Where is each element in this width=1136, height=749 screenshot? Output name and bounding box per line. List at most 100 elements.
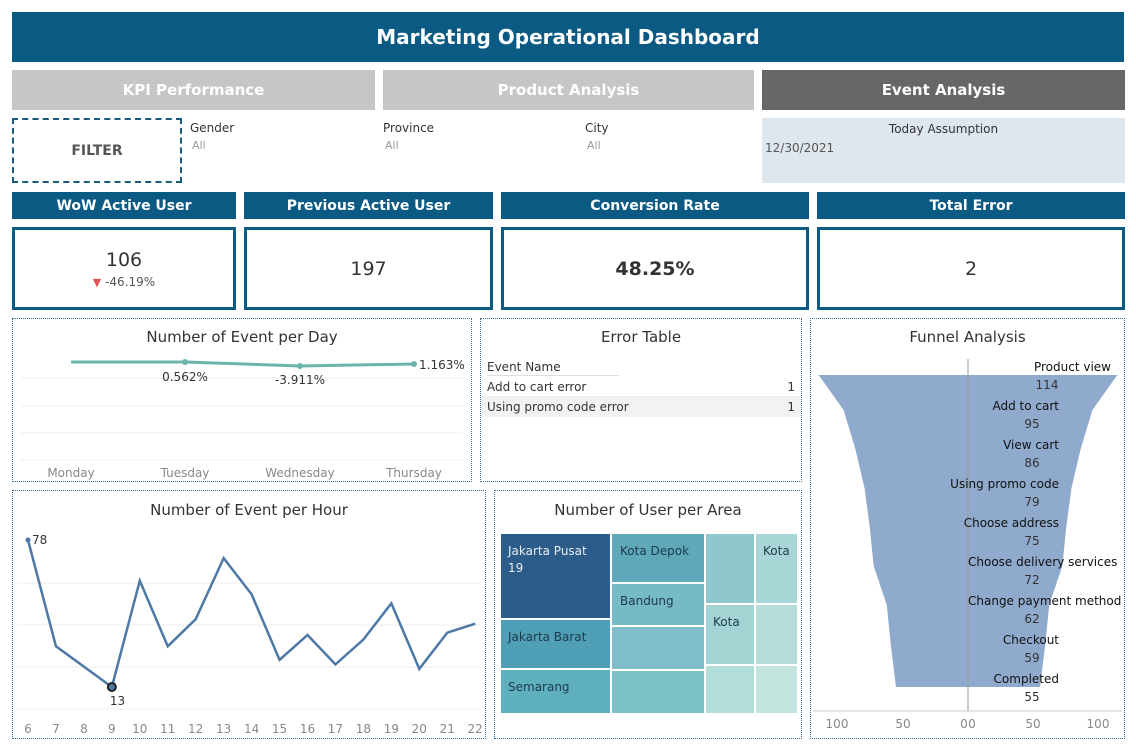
treemap-tile-semarang[interactable]: Semarang	[500, 669, 611, 714]
funnel-stage-label: View cart	[1003, 438, 1059, 452]
gender-filter-label: Gender	[190, 121, 235, 135]
error-table-title: Error Table	[600, 328, 682, 346]
event-per-day-chart: 0.562% -3.911% 1.163% Monday Tuesday Wed…	[21, 358, 465, 480]
x-tick-label: 20	[412, 722, 427, 736]
kpi-value-total-error: 2	[964, 257, 978, 280]
tab-product-analysis[interactable]: Product Analysis	[383, 70, 754, 110]
error-count: 1	[787, 379, 795, 394]
city-filter-value[interactable]: All	[587, 139, 601, 152]
funnel-stage-value: 62	[1024, 612, 1039, 626]
error-count: 1	[787, 400, 795, 414]
treemap-tile[interactable]	[755, 604, 798, 665]
kpi-card-previous-active-user: 197	[244, 227, 493, 310]
event-per-day-point[interactable]	[297, 363, 303, 369]
x-tick-label: 22	[468, 722, 483, 736]
max-point[interactable]	[25, 537, 31, 543]
min-point[interactable]	[106, 682, 117, 692]
kpi-value-previous-active-user: 197	[350, 257, 387, 280]
funnel-x-tick: 0	[960, 717, 968, 731]
kpi-title-total-error: Total Error	[817, 192, 1125, 219]
funnel-stage-value: 79	[1024, 495, 1039, 509]
funnel-stage-value: 95	[1024, 417, 1039, 431]
treemap-tile[interactable]	[705, 665, 755, 714]
x-tick-label: 18	[356, 722, 371, 736]
province-filter-label: Province	[383, 121, 435, 135]
x-tick-label: 13	[216, 722, 231, 736]
funnel-title: Funnel Analysis	[909, 328, 1026, 346]
treemap-tile-kota[interactable]: Kota	[705, 604, 755, 665]
funnel-x-tick: 0	[968, 717, 976, 731]
kpi-title-previous-active-user: Previous Active User	[244, 192, 493, 219]
funnel-stage-value: 59	[1024, 651, 1039, 665]
funnel-stage-label: Using promo code	[950, 477, 1059, 491]
treemap-tile-kota[interactable]: Kota	[755, 533, 798, 604]
error-table-panel: Error Table Event Name Add to cart error…	[480, 318, 802, 482]
event-per-hour-panel: Number of Event per Hour 78 13 6 7 8 9 10 11 1…	[12, 490, 486, 739]
event-per-day-point[interactable]	[182, 359, 188, 365]
today-assumption-panel[interactable]: Today Assumption 12/30/2021	[762, 118, 1125, 183]
tab-kpi-performance[interactable]: KPI Performance	[12, 70, 375, 110]
province-filter-value[interactable]: All	[385, 139, 399, 152]
kpi-title-conversion-rate: Conversion Rate	[501, 192, 809, 219]
kpi-card-total-error: 2	[817, 227, 1125, 310]
error-name: Add to cart error	[487, 379, 587, 394]
x-tick-label: 17	[328, 722, 343, 736]
x-tick-label: 19	[384, 722, 399, 736]
kpi-title-wow-active-user: WoW Active User	[12, 192, 236, 219]
treemap-tile[interactable]	[755, 665, 798, 714]
treemap: Jakarta Pusat 19 Kota Depok Kota Bandung…	[500, 533, 798, 714]
funnel-chart: Product view 114 Add to cart 95 View cart 86 U…	[813, 359, 1122, 731]
x-tick-label: 8	[80, 722, 88, 736]
kpi-change-value: -46.19%	[105, 274, 156, 289]
x-tick-label: Monday	[47, 466, 94, 480]
funnel-x-tick: 100	[826, 717, 849, 731]
kpi-card-conversion-rate: 48.25%	[501, 227, 809, 310]
gender-filter-value[interactable]: All	[192, 139, 206, 152]
event-per-day-data-label: 0.562%	[162, 370, 208, 384]
min-data-label: 13	[110, 694, 125, 708]
kpi-value-conversion-rate: 48.25%	[615, 257, 695, 280]
tab-event-analysis[interactable]: Event Analysis	[762, 70, 1125, 110]
city-filter[interactable]: City All	[585, 121, 745, 152]
funnel-x-tick: 50	[895, 717, 910, 731]
treemap-tile-bandung[interactable]: Bandung	[611, 583, 705, 626]
table-row[interactable]: Using promo code error 1	[481, 397, 801, 417]
gender-filter[interactable]: Gender All	[190, 121, 370, 152]
filter-button[interactable]: FILTER	[12, 118, 182, 183]
tile-label: Bandung	[620, 594, 674, 608]
treemap-tile-jakarta-pusat[interactable]: Jakarta Pusat 19	[500, 533, 611, 619]
down-triangle-icon: ▼	[92, 275, 102, 289]
treemap-tile[interactable]	[611, 626, 705, 670]
funnel-stage-label: Choose address	[964, 516, 1059, 530]
event-per-hour-chart: 78 13 6 7 8 9 10 11 12 13 14 15 16 17 18 19 20 21 22	[17, 533, 483, 736]
x-tick-label: 15	[272, 722, 287, 736]
user-per-area-title: Number of User per Area	[554, 501, 742, 519]
treemap-tile[interactable]	[611, 670, 705, 714]
x-tick-label: Tuesday	[160, 466, 210, 480]
kpi-change: ▼ -46.19%	[93, 275, 155, 289]
event-per-day-point[interactable]	[411, 361, 417, 367]
today-assumption-value[interactable]: 12/30/2021	[765, 141, 835, 155]
x-tick-label: 14	[244, 722, 259, 736]
funnel-stage-label: Add to cart	[993, 399, 1060, 413]
tile-label: Jakarta Barat	[508, 630, 587, 644]
tile-label: Kota	[763, 544, 790, 558]
funnel-stage-value: 72	[1024, 573, 1039, 587]
tile-label: Semarang	[508, 680, 570, 694]
today-assumption-label: Today Assumption	[888, 122, 999, 136]
treemap-tile[interactable]	[705, 533, 755, 604]
event-per-day-line	[71, 360, 415, 368]
error-table-header: Event Name	[487, 360, 619, 376]
funnel-panel: Funnel Analysis Product view 114 Add to ca…	[810, 318, 1125, 739]
province-filter[interactable]: Province All	[383, 121, 563, 152]
treemap-tile-jakarta-barat[interactable]: Jakarta Barat	[500, 619, 611, 669]
error-name: Using promo code error	[487, 400, 629, 414]
tile-value: 19	[508, 561, 524, 575]
treemap-tile-kota-depok[interactable]: Kota Depok	[611, 533, 705, 583]
event-per-hour-line	[26, 539, 476, 690]
x-tick-label: 12	[188, 722, 203, 736]
table-row[interactable]: Add to cart error 1	[481, 377, 801, 397]
funnel-stage-label: Choose delivery services	[968, 555, 1117, 569]
x-tick-label: 10	[132, 722, 147, 736]
event-per-day-panel: Number of Event per Day 0.562% -3.911% 1…	[12, 318, 472, 482]
